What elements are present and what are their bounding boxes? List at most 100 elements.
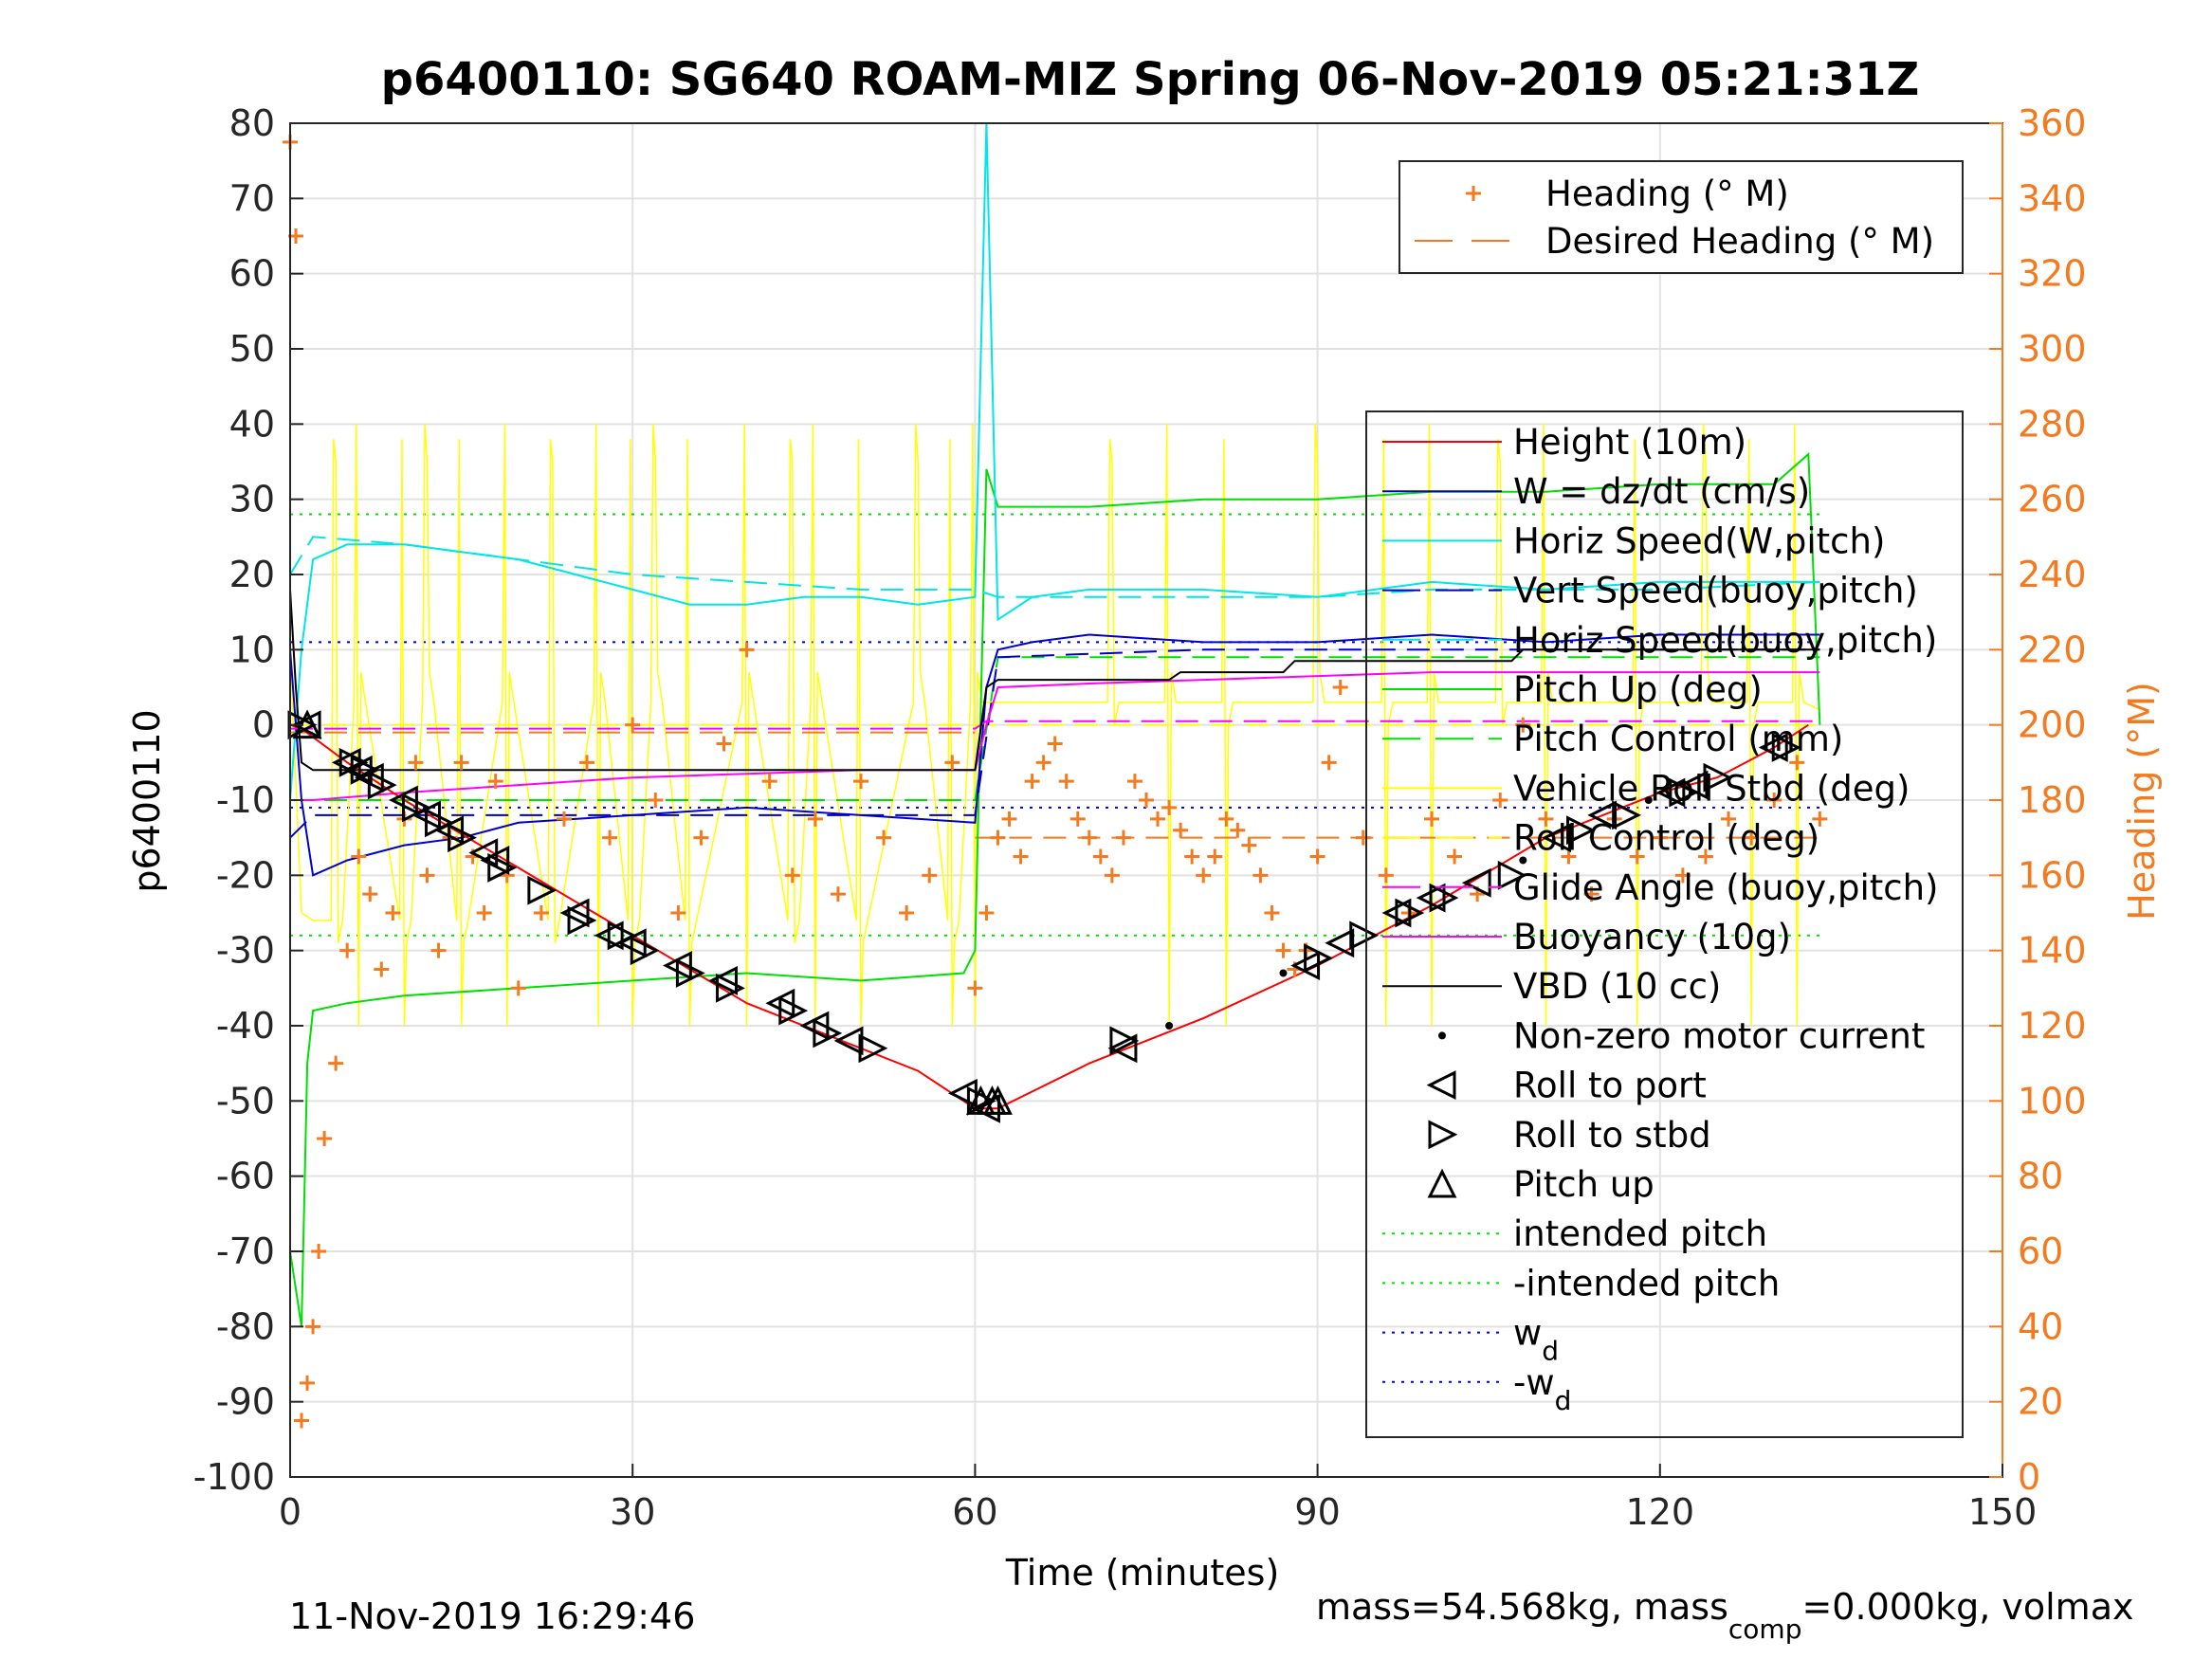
roll-port-marker xyxy=(1542,823,1571,853)
legend-main-label: Roll Control (deg) xyxy=(1513,818,1819,859)
heading-point xyxy=(739,642,755,658)
y-tick-label: 60 xyxy=(229,253,275,295)
heading-point xyxy=(1024,774,1040,790)
y2-tick-label: 340 xyxy=(2018,177,2087,219)
y2-tick-label: 300 xyxy=(2018,328,2087,370)
y-axis-label: p6400110 xyxy=(126,709,168,892)
legend-main-label: Vehicle Roll Stbd (deg) xyxy=(1513,768,1910,809)
heading-point xyxy=(1230,822,1246,838)
roll-stbd-marker xyxy=(1304,943,1333,974)
heading-point xyxy=(305,1319,321,1335)
roll-stbd-marker xyxy=(567,905,597,936)
footer-mass-sub: comp xyxy=(1728,1613,1802,1645)
roll-stbd-marker xyxy=(1349,921,1380,951)
heading-point xyxy=(1812,811,1828,827)
motor-current-dot xyxy=(1165,1022,1174,1030)
heading-point xyxy=(648,793,664,808)
heading-point xyxy=(1447,848,1463,865)
legend-main-label: Non-zero motor current xyxy=(1513,1015,1925,1056)
footer-mass-a: mass=54.568kg, mass xyxy=(1316,1586,1728,1628)
heading-point xyxy=(784,867,800,884)
y-tick-label: 40 xyxy=(229,403,275,445)
roll-stbd-marker xyxy=(858,1033,888,1064)
heading-point xyxy=(453,755,469,771)
heading-point xyxy=(1047,736,1063,752)
y-tick-label: -80 xyxy=(216,1305,275,1347)
heading-point xyxy=(1309,848,1325,865)
heading-point xyxy=(351,848,367,865)
heading-point xyxy=(990,830,1006,846)
heading-point xyxy=(899,905,915,921)
y2-tick-label: 260 xyxy=(2018,479,2087,520)
y-tick-label: 30 xyxy=(229,479,275,520)
y-tick-label: 50 xyxy=(229,328,275,370)
roll-stbd-marker xyxy=(1612,800,1642,830)
y2-tick-label: 100 xyxy=(2018,1080,2087,1121)
heading-point xyxy=(807,811,823,827)
heading-point xyxy=(374,961,390,977)
legend-main-label: Horiz Speed(W,pitch) xyxy=(1513,520,1885,561)
w-series xyxy=(289,633,1820,877)
roll-stbd-marker xyxy=(350,755,380,785)
legend-heading: Heading (° M) Desired Heading (° M) xyxy=(1398,160,1964,274)
legend-heading-label: Desired Heading (° M) xyxy=(1545,221,1934,262)
y2-tick-label: 200 xyxy=(2018,704,2087,746)
legend-heading-box xyxy=(1398,160,1964,274)
heading-point xyxy=(1492,793,1508,808)
motor-current-dot xyxy=(1644,796,1653,804)
heading-point xyxy=(476,905,492,921)
y-tick-label: -30 xyxy=(216,930,275,972)
heading-point xyxy=(670,905,686,921)
roll-stbd-marker xyxy=(1429,883,1459,913)
heading-point xyxy=(362,886,378,902)
heading-point xyxy=(579,755,595,771)
heading-point xyxy=(1001,811,1017,827)
heading-point xyxy=(1583,886,1600,902)
pitch-up-marker xyxy=(983,1085,1013,1115)
heading-point xyxy=(978,905,995,921)
y2-tick-label: 320 xyxy=(2018,253,2087,295)
roll-port-marker xyxy=(1325,928,1355,958)
heading-point xyxy=(716,736,732,752)
roll-port-marker xyxy=(708,965,739,995)
y-tick-label: 10 xyxy=(229,629,275,670)
heading-point xyxy=(693,830,709,846)
heading-point xyxy=(1561,848,1577,865)
y-tick-label: 80 xyxy=(229,102,275,144)
roll-stbd-marker xyxy=(1395,898,1425,928)
legend-main-label: Vert Speed(buoy,pitch) xyxy=(1513,571,1918,611)
legend-main-label: W = dz/dt (cm/s) xyxy=(1513,471,1810,512)
motor-current-dot xyxy=(1519,856,1527,865)
y2-tick-label: 220 xyxy=(2018,629,2087,670)
legend-triangle-marker xyxy=(1427,1168,1457,1198)
heading-point xyxy=(1115,830,1131,846)
y2-tick-label: 140 xyxy=(2018,930,2087,972)
y2-tick-label: 280 xyxy=(2018,403,2087,445)
y2-tick-label: 80 xyxy=(2018,1156,2063,1197)
legend-main-label: Pitch up xyxy=(1513,1164,1654,1205)
roll-series xyxy=(289,424,1820,1027)
roll-stbd-marker xyxy=(425,808,454,838)
heading-point xyxy=(300,1375,316,1391)
roll-stbd-marker xyxy=(607,921,637,951)
heading-point xyxy=(1150,811,1166,827)
roll-stbd-marker xyxy=(448,823,477,853)
heading-point xyxy=(1744,830,1760,846)
y-tick-label: -40 xyxy=(216,1005,275,1047)
heading-point xyxy=(1629,848,1645,865)
heading-point xyxy=(830,886,846,902)
vbd-series xyxy=(289,589,1820,772)
heading-point xyxy=(1789,755,1805,771)
roll-stbd-marker xyxy=(630,936,660,966)
heading-point xyxy=(419,867,435,884)
roll-stbd-marker xyxy=(527,875,558,905)
horiz-speed-buoy-series xyxy=(289,536,1820,598)
heading-point xyxy=(510,980,526,996)
heading-point xyxy=(1652,830,1668,846)
roll-stbd-marker xyxy=(675,958,705,988)
legend-dot-marker xyxy=(1438,1031,1446,1040)
legend-main-label: VBD (10 cc) xyxy=(1513,966,1721,1007)
heading-point xyxy=(385,905,401,921)
heading-point xyxy=(339,942,356,958)
heading-point xyxy=(1321,755,1337,771)
